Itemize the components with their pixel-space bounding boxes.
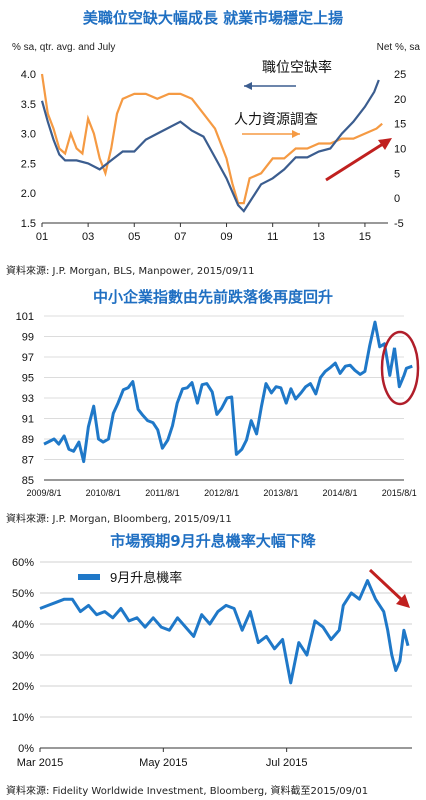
chart-2-y-tick: 99 xyxy=(22,332,34,344)
chart-1-x-tick: 01 xyxy=(36,231,48,243)
chart-1-left-tick: 4.0 xyxy=(21,69,36,81)
chart-2-source: 資料來源: J.P. Morgan, Bloomberg, 2015/09/11 xyxy=(6,514,232,525)
chart-2-series-line-1 xyxy=(393,347,413,389)
chart-1-series-manpower xyxy=(40,73,383,205)
chart-3-x-tick: Jul 2015 xyxy=(266,757,308,769)
chart-2-x-tick: 2014/8/1 xyxy=(323,488,358,498)
chart-1-x-tick: 07 xyxy=(174,231,186,243)
chart-2-x-tick: 2011/8/1 xyxy=(145,488,179,498)
chart-3-y-tick: 40% xyxy=(12,619,34,631)
chart-2-y-tick: 85 xyxy=(22,475,34,487)
chart-2-y-tick: 97 xyxy=(22,352,34,364)
chart-1-left-tick: 2.0 xyxy=(21,188,36,200)
chart-1-x-tick: 09 xyxy=(220,231,232,243)
chart-1-left-axis-label: % sa, qtr. avg. and July xyxy=(12,42,115,53)
chart-1-left-tick: 2.5 xyxy=(21,158,36,170)
chart-1-x-tick: 05 xyxy=(128,231,140,243)
chart-1-x-tick: 13 xyxy=(313,231,325,243)
chart-3-y-tick: 10% xyxy=(12,712,34,724)
chart-1-annotation-job-openings: 職位空缺率 xyxy=(262,59,332,75)
chart-1-x-tick: 03 xyxy=(82,231,94,243)
chart-1-right-tick: 5 xyxy=(394,168,400,180)
chart-2-y-tick: 93 xyxy=(22,393,34,405)
chart-2-y-tick: 91 xyxy=(22,414,34,426)
chart-2-x-tick: 2012/8/1 xyxy=(204,488,239,498)
chart-1-trend-arrowhead xyxy=(378,138,392,150)
chart-3-y-tick: 0% xyxy=(18,743,34,755)
chart-3-source: 資料來源: Fidelity Worldwide Investment, Blo… xyxy=(6,786,369,797)
chart-2-x-tick: 2010/8/1 xyxy=(86,488,121,498)
chart-1-annotation-manpower: 人力資源調查 xyxy=(234,111,318,127)
chart-1-left-tick: 3.0 xyxy=(21,129,36,141)
chart-3-y-tick: 60% xyxy=(12,557,34,569)
chart-3-x-tick: May 2015 xyxy=(139,757,187,769)
chart-1-trend-arrow xyxy=(325,140,387,182)
chart-2-highlight-ellipse xyxy=(380,330,420,406)
chart-3-y-tick: 20% xyxy=(12,681,34,693)
chart-1-right-tick: 10 xyxy=(394,144,406,156)
chart-3-series-line xyxy=(39,579,410,685)
chart-1-x-tick: 15 xyxy=(359,231,371,243)
chart-3-x-tick: Mar 2015 xyxy=(17,757,63,769)
chart-3-y-tick: 50% xyxy=(12,588,34,600)
chart-1-left-tick: 3.5 xyxy=(21,99,36,111)
chart-3-trend-arrowhead xyxy=(396,594,410,608)
chart-1-left-tick: 1.5 xyxy=(21,218,36,230)
chart-1-right-axis-label: Net %, sa xyxy=(377,42,421,53)
chart-2-series-line-0 xyxy=(43,320,396,464)
chart-1-x-tick: 11 xyxy=(267,231,278,243)
chart-3-legend-label: 9月升息機率 xyxy=(110,570,182,585)
chart-2-x-tick: 2009/8/1 xyxy=(26,488,61,498)
chart-2-y-tick: 89 xyxy=(22,434,34,446)
chart-1-series-job-openings xyxy=(40,79,380,213)
chart-1-arrowhead-manpower xyxy=(292,130,300,138)
chart-1-arrowhead-job-openings xyxy=(244,82,252,90)
chart-2-x-tick: 2015/8/1 xyxy=(382,488,417,498)
chart-2-y-tick: 95 xyxy=(22,373,34,385)
chart-2-x-tick: 2013/8/1 xyxy=(263,488,298,498)
chart-2-title: 中小企業指數由先前跌落後再度回升 xyxy=(92,288,333,306)
chart-3-y-tick: 30% xyxy=(12,650,34,662)
chart-1-source: 資料來源: J.P. Morgan, BLS, Manpower, 2015/0… xyxy=(6,266,255,277)
chart-1-right-tick: 0 xyxy=(394,193,400,205)
chart-1-right-tick: 20 xyxy=(394,94,406,106)
chart-1-right-tick: -5 xyxy=(394,218,404,230)
chart-3-title: 市場預期9月升息機率大幅下降 xyxy=(110,532,316,550)
chart-2-y-tick: 101 xyxy=(16,311,34,323)
chart-1-right-tick: 25 xyxy=(394,69,406,81)
chart-3-trend-arrow xyxy=(368,568,404,602)
chart-1: % sa, qtr. avg. and July Net %, sa 4.0 3.5 3… xyxy=(12,42,421,243)
chart-2-y-tick: 87 xyxy=(22,455,34,467)
chart-1-title: 美職位空缺大幅成長 就業市場穩定上揚 xyxy=(82,9,344,27)
chart-3: 60% 50% 40% 30% 20% 10% 0% Mar 2015 May 2015 Jul … xyxy=(12,557,412,769)
chart-1-right-tick: 15 xyxy=(394,119,406,131)
